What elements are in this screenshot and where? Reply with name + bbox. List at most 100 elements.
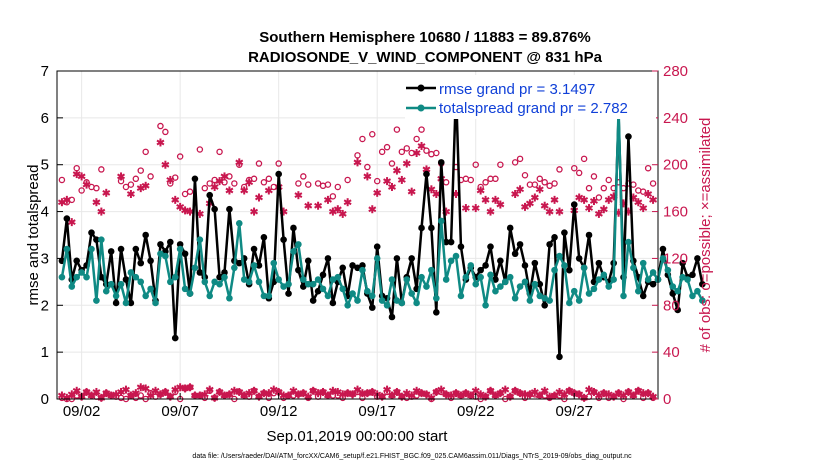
obs-possible-marker bbox=[142, 148, 149, 156]
spread-point bbox=[285, 280, 292, 288]
rmse-point bbox=[561, 229, 568, 236]
spread-point bbox=[98, 236, 105, 243]
obs-assimilated-marker bbox=[77, 172, 86, 181]
series-layer bbox=[58, 86, 706, 361]
spread-point bbox=[620, 292, 627, 300]
rmse-point bbox=[442, 238, 450, 246]
obs-possible-marker bbox=[364, 163, 371, 171]
spread-point bbox=[630, 264, 637, 272]
spread-point bbox=[157, 250, 164, 258]
obs-assimilated-marker bbox=[166, 175, 175, 184]
rmse-point bbox=[260, 234, 268, 241]
rmse-point bbox=[487, 243, 494, 251]
x-tick-label: 09/27 bbox=[555, 403, 593, 420]
spread-point bbox=[403, 276, 411, 283]
spread-point bbox=[625, 238, 632, 246]
obs-assimilated-marker bbox=[323, 391, 332, 400]
obs-assimilated-marker bbox=[156, 138, 165, 147]
rmse-point bbox=[428, 224, 435, 232]
obs-assimilated-marker bbox=[392, 387, 401, 396]
spread-point bbox=[265, 292, 273, 300]
obs-possible-marker bbox=[571, 164, 578, 172]
obs-possible-marker bbox=[304, 181, 312, 188]
rmse-point bbox=[516, 241, 524, 248]
y2-tick-label: 160 bbox=[663, 204, 688, 221]
obs-possible-marker bbox=[413, 135, 420, 143]
spread-point bbox=[383, 301, 391, 309]
spread-point bbox=[561, 262, 568, 269]
spread-point bbox=[255, 278, 263, 286]
obs-assimilated-marker bbox=[407, 187, 416, 196]
rmse-point bbox=[595, 259, 603, 267]
obs-assimilated-marker bbox=[496, 200, 505, 209]
y-tick-label: 1 bbox=[41, 344, 49, 361]
rmse-point bbox=[354, 264, 361, 272]
obs-assimilated-marker bbox=[599, 205, 608, 214]
obs-assimilated-marker bbox=[388, 182, 396, 191]
obs-assimilated-marker bbox=[639, 204, 648, 213]
spread-point bbox=[137, 278, 145, 286]
rmse-line bbox=[60, 88, 704, 359]
obs-possible-marker bbox=[93, 184, 100, 192]
spread-point bbox=[349, 290, 356, 297]
rmse-point bbox=[162, 248, 169, 255]
x-tick-label: 09/17 bbox=[358, 403, 396, 420]
spread-point bbox=[566, 299, 573, 307]
spread-point bbox=[634, 287, 642, 295]
spread-point bbox=[147, 285, 154, 293]
obs-possible-marker bbox=[492, 175, 499, 183]
rmse-point bbox=[127, 299, 135, 307]
rmse-point bbox=[137, 259, 145, 267]
y-tick-label: 2 bbox=[41, 297, 49, 314]
spread-point bbox=[433, 294, 440, 302]
rmse-point bbox=[531, 259, 539, 267]
y2-tick-label: 200 bbox=[663, 157, 688, 174]
obs-assimilated-marker bbox=[314, 201, 323, 210]
spread-point bbox=[501, 278, 509, 286]
obs-possible-marker bbox=[551, 180, 558, 187]
obs-assimilated-marker bbox=[205, 385, 214, 394]
spread-point bbox=[526, 297, 534, 304]
obs-assimilated-marker bbox=[250, 386, 259, 395]
obs-assimilated-marker bbox=[141, 181, 150, 190]
rmse-point bbox=[235, 259, 243, 267]
rmse-point bbox=[309, 297, 317, 304]
obs-possible-marker bbox=[600, 184, 608, 192]
rmse-point bbox=[575, 255, 583, 262]
spread-point bbox=[521, 278, 529, 286]
obs-possible-marker bbox=[122, 183, 130, 191]
spread-point bbox=[132, 273, 140, 281]
obs-assimilated-marker bbox=[338, 209, 347, 218]
obs-assimilated-marker bbox=[530, 193, 539, 202]
spread-point bbox=[649, 269, 657, 276]
spread-point bbox=[664, 266, 672, 274]
obs-possible-marker bbox=[265, 175, 273, 183]
rmse-point bbox=[689, 271, 696, 279]
obs-possible-marker bbox=[575, 169, 583, 177]
spread-point bbox=[674, 287, 682, 295]
rmse-point bbox=[221, 269, 228, 276]
spread-point bbox=[83, 273, 90, 281]
obs-assimilated-marker bbox=[535, 185, 544, 194]
spread-point bbox=[176, 245, 184, 253]
rmse-point bbox=[625, 133, 632, 140]
spread-point bbox=[314, 276, 322, 283]
spread-point bbox=[570, 287, 578, 295]
obs-assimilated-marker bbox=[92, 198, 101, 207]
obs-possible-marker bbox=[329, 193, 337, 200]
rmse-point bbox=[546, 241, 553, 248]
obs-assimilated-marker bbox=[550, 195, 559, 204]
obs-assimilated-marker bbox=[402, 159, 411, 168]
rmse-point bbox=[536, 280, 544, 288]
rmse-point bbox=[206, 191, 214, 199]
rmse-point bbox=[694, 255, 701, 262]
obs-assimilated-marker bbox=[97, 207, 106, 216]
spread-point bbox=[231, 264, 238, 272]
y-tick-label: 0 bbox=[41, 391, 49, 408]
obs-assimilated-marker bbox=[92, 387, 101, 396]
obs-possible-marker bbox=[511, 159, 519, 166]
plot-frame bbox=[56, 70, 659, 400]
obs-assimilated-marker bbox=[383, 385, 392, 394]
rmse-point bbox=[117, 245, 125, 253]
